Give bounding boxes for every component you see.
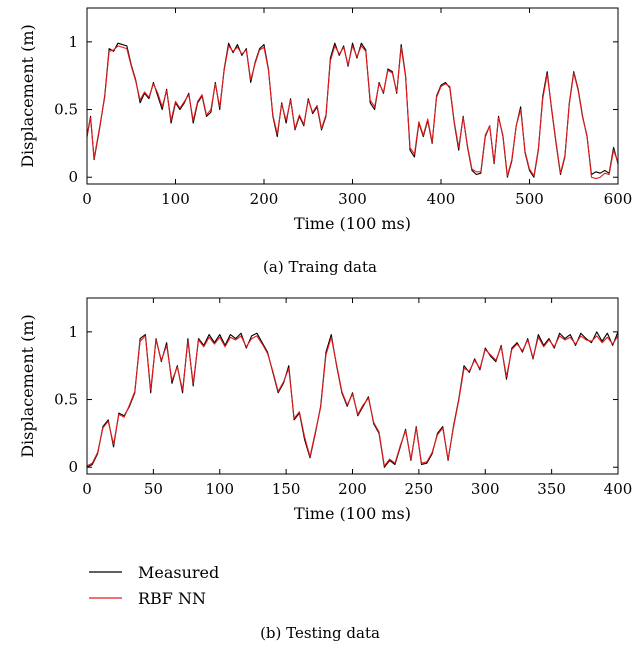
y-tick-label: 0 — [68, 168, 78, 186]
subfigure-caption: (b) Testing data — [260, 624, 380, 642]
x-tick-label: 0 — [82, 480, 92, 498]
x-tick-label: 100 — [205, 480, 234, 498]
y-tick-label: 1 — [68, 33, 78, 51]
plot-frame — [86, 297, 619, 475]
x-tick-label: 400 — [427, 190, 456, 208]
x-tick-label: 200 — [250, 190, 279, 208]
plot-frame — [86, 7, 619, 185]
legend-label-measured: Measured — [138, 563, 219, 582]
x-tick-label: 350 — [537, 480, 566, 498]
x-tick-label: 50 — [144, 480, 163, 498]
x-tick-label: 250 — [405, 480, 434, 498]
legend-label-rbf-nn: RBF NN — [138, 589, 206, 608]
series-line-measured — [87, 331, 618, 468]
series-line-measured — [87, 42, 618, 178]
x-tick-label: 100 — [161, 190, 190, 208]
x-tick-label: 400 — [604, 480, 633, 498]
y-tick-label: 1 — [68, 323, 78, 341]
y-tick-label: 0.5 — [54, 391, 78, 409]
x-tick-label: 500 — [515, 190, 544, 208]
chart-training: 0 100 200 300 400 500 600 0 0.5 1 Time (100 ms) Dis… — [18, 7, 633, 276]
x-tick-label: 150 — [272, 480, 301, 498]
y-axis-label: Displacement (m) — [18, 314, 37, 458]
series-line-rbf-nn — [87, 335, 618, 467]
x-tick-label: 0 — [82, 190, 92, 208]
y-tick-label: 0 — [68, 458, 78, 476]
x-tick-label: 200 — [338, 480, 367, 498]
legend: Measured RBF NN — [89, 563, 219, 608]
x-tick-label: 300 — [338, 190, 367, 208]
series-line-rbf-nn — [87, 45, 618, 180]
x-axis-label: Time (100 ms) — [294, 214, 411, 233]
x-tick-label: 600 — [604, 190, 633, 208]
chart-testing: 0 50 100 150 200 250 300 350 400 0 0.5 1 Time (100 m… — [18, 297, 633, 642]
subfigure-caption: (a) Traing data — [263, 258, 377, 276]
x-axis-label: Time (100 ms) — [294, 504, 411, 523]
x-tick-label: 300 — [471, 480, 500, 498]
y-tick-label: 0.5 — [54, 101, 78, 119]
y-axis-label: Displacement (m) — [18, 24, 37, 168]
